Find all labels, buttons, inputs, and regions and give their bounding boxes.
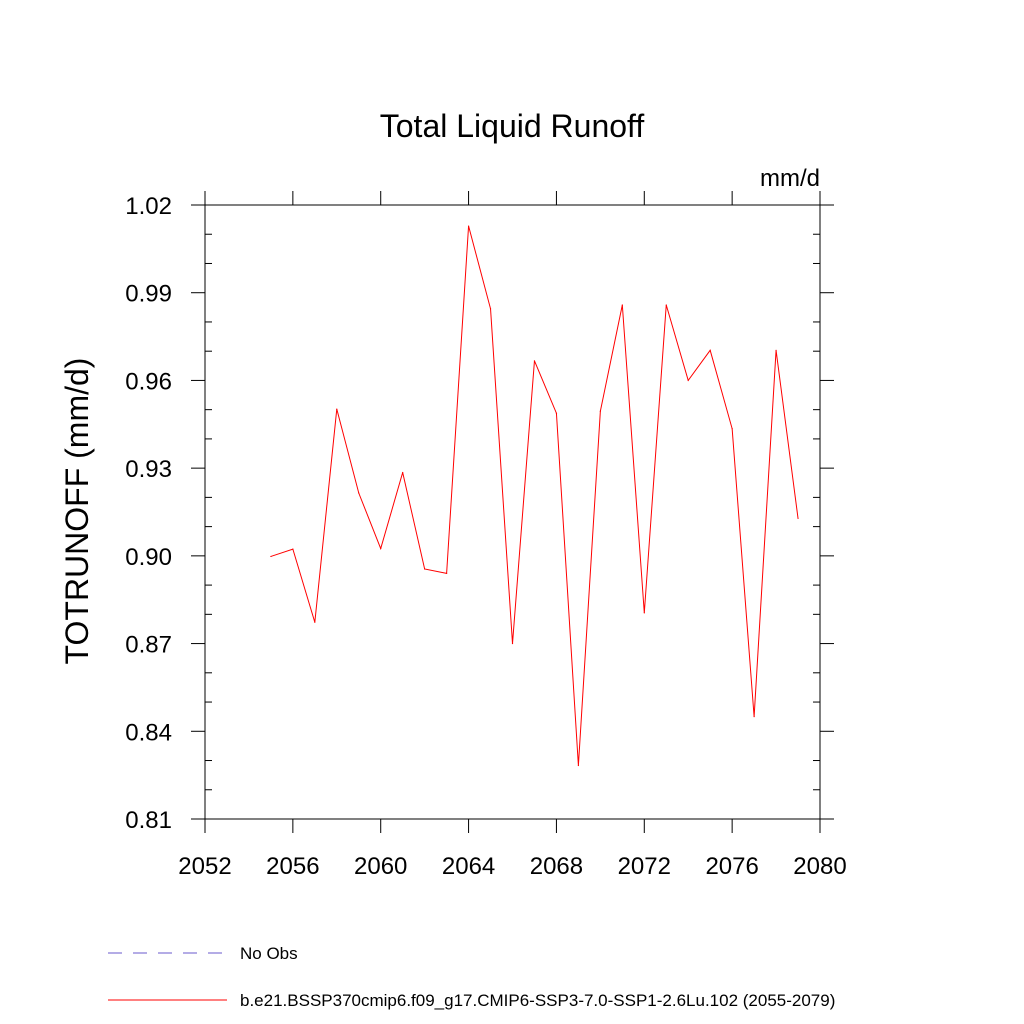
data-point — [489, 308, 492, 310]
x-tick-label: 2072 — [618, 853, 671, 880]
data-point — [709, 349, 711, 351]
data-point — [533, 360, 536, 362]
x-tick-label: 2080 — [793, 853, 846, 880]
x-tick-label: 2060 — [354, 853, 407, 880]
axis-ticks — [191, 191, 834, 833]
y-tick-label: 0.84 — [125, 719, 172, 746]
data-point — [621, 304, 623, 306]
data-point — [314, 621, 316, 623]
x-tick-label: 2064 — [442, 853, 495, 880]
legend-label: No Obs — [240, 944, 298, 963]
y-tick-label: 0.81 — [125, 807, 172, 834]
units-label: mm/d — [760, 165, 820, 192]
data-point — [687, 379, 689, 382]
y-tick-label: 0.87 — [125, 632, 172, 659]
data-point — [270, 555, 272, 558]
series-line-0 — [270, 225, 799, 766]
data-point — [424, 568, 426, 570]
y-tick-label: 0.93 — [125, 456, 172, 483]
data-point — [577, 764, 579, 767]
data-point — [665, 304, 667, 306]
data-point — [336, 408, 338, 410]
x-tick-label: 2052 — [178, 853, 231, 880]
axis-tick-labels: 2052 2056 2060 2064 2068 2072 2076 2080 0.81 0.84… — [125, 193, 846, 880]
data-point — [599, 410, 601, 412]
data-point — [467, 225, 470, 227]
data-point — [775, 349, 777, 351]
y-tick-label: 0.99 — [125, 281, 172, 308]
x-tick-label: 2076 — [705, 853, 758, 880]
y-tick-label: 0.90 — [125, 544, 172, 571]
data-point — [643, 612, 645, 614]
data-point — [753, 716, 755, 718]
series-group — [270, 225, 799, 767]
data-point — [380, 547, 382, 550]
data-point — [446, 572, 448, 575]
data-point — [555, 412, 558, 414]
legend: No Obs b.e21.BSSP370cmip6.f09_g17.CMIP6-S… — [108, 944, 835, 1010]
data-point — [358, 492, 360, 494]
plot-frame — [204, 204, 821, 820]
legend-label: b.e21.BSSP370cmip6.f09_g17.CMIP6-SSP3-7.… — [240, 991, 835, 1010]
chart-title: Total Liquid Runoff — [380, 108, 645, 144]
data-point — [292, 548, 294, 550]
x-tick-label: 2056 — [266, 853, 319, 880]
data-point — [797, 517, 799, 520]
data-point — [731, 428, 733, 430]
x-tick-label: 2068 — [530, 853, 583, 880]
y-axis-label: TOTRUNOFF (mm/d) — [59, 358, 95, 665]
y-tick-label: 1.02 — [125, 193, 172, 220]
data-point — [511, 642, 514, 645]
y-tick-label: 0.96 — [125, 368, 172, 395]
data-point — [402, 471, 404, 474]
